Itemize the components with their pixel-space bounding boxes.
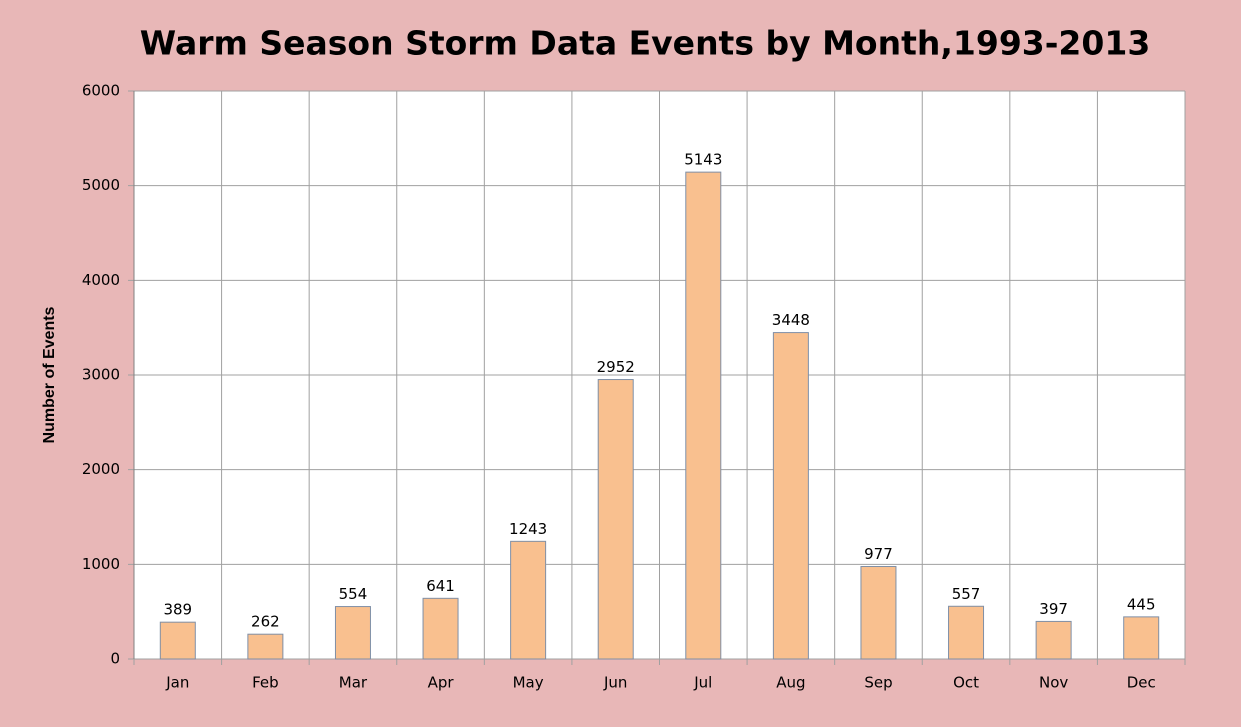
bar (422, 597, 459, 660)
y-tick-label: 0 (110, 650, 120, 668)
bar (1123, 616, 1160, 660)
x-tick-label: Apr (428, 674, 455, 692)
data-label: 389 (163, 601, 192, 619)
x-tick-label: Sep (864, 674, 892, 692)
x-tick-label: May (513, 674, 544, 692)
data-label: 554 (339, 585, 368, 603)
y-axis-label: Number of Events (41, 306, 58, 443)
y-tick-label: 4000 (82, 271, 120, 289)
bar (247, 633, 284, 660)
x-tick-label: Feb (252, 674, 279, 692)
y-tick-label: 5000 (82, 176, 120, 194)
x-tick-label: Dec (1127, 674, 1156, 692)
bar (597, 379, 634, 660)
bar (510, 540, 547, 660)
x-tick-label: Mar (339, 674, 368, 692)
data-label: 641 (426, 577, 455, 595)
bar (685, 171, 722, 660)
y-tick-label: 2000 (82, 460, 120, 478)
y-tick-label: 3000 (82, 366, 120, 384)
x-tick-label: Jul (693, 674, 712, 692)
y-tick-label: 6000 (82, 82, 120, 100)
x-tick-label: Nov (1039, 674, 1068, 692)
data-label: 397 (1039, 600, 1068, 618)
bar (948, 605, 985, 660)
chart-title: Warm Season Storm Data Events by Month,1… (140, 24, 1151, 63)
data-label: 977 (864, 545, 893, 563)
data-label: 1243 (509, 520, 547, 538)
data-label: 557 (952, 585, 981, 603)
bar (1035, 620, 1072, 660)
y-tick-label: 1000 (82, 555, 120, 573)
data-label: 2952 (597, 358, 635, 376)
x-tick-label: Jan (165, 674, 189, 692)
x-tick-label: Jun (603, 674, 627, 692)
x-tick-label: Aug (776, 674, 805, 692)
bar (772, 332, 809, 660)
x-tick-label: Oct (953, 674, 979, 692)
data-label: 445 (1127, 595, 1156, 613)
data-label: 5143 (684, 151, 722, 169)
data-label: 3448 (772, 311, 810, 329)
data-label: 262 (251, 613, 280, 631)
bar (860, 566, 897, 660)
bar (334, 606, 371, 660)
bar (159, 621, 196, 660)
